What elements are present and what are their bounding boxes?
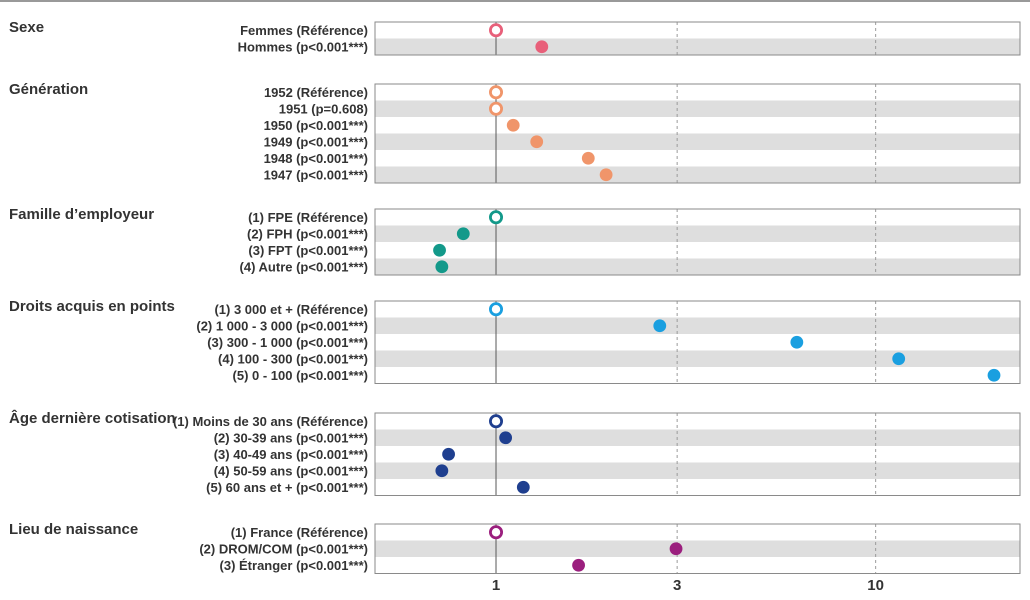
row-label: (2) DROM/COM (p<0.001***) — [199, 541, 368, 556]
data-point — [435, 464, 449, 478]
row-label: (1) Moins de 30 ans (Référence) — [173, 414, 368, 429]
data-point — [516, 480, 530, 494]
x-tick-label: 3 — [673, 577, 681, 594]
data-point — [892, 352, 906, 366]
reference-point — [489, 302, 504, 317]
row-band — [375, 540, 1020, 557]
row-label: 1947 (p<0.001***) — [264, 167, 368, 182]
row-band — [375, 225, 1020, 242]
group-title: Génération — [9, 81, 88, 98]
row-label: (1) France (Référence) — [231, 525, 368, 540]
row-label: (5) 60 ans et + (p<0.001***) — [206, 480, 368, 495]
row-label: 1950 (p<0.001***) — [264, 118, 368, 133]
row-label: (1) 3 000 et + (Référence) — [214, 302, 368, 317]
data-point — [442, 447, 455, 461]
row-label: (2) 30-39 ans (p<0.001***) — [214, 430, 368, 445]
data-point — [653, 319, 667, 333]
row-label: 1952 (Référence) — [264, 85, 368, 100]
row-label: Femmes (Référence) — [240, 23, 368, 38]
row-label: (4) 50-59 ans (p<0.001***) — [214, 463, 368, 478]
row-band — [375, 100, 1020, 117]
data-point — [499, 431, 513, 445]
row-labels: Sexe Femmes (Référence)Hommes (p<0.001***… — [9, 19, 368, 573]
data-point — [599, 168, 613, 182]
row-band — [375, 350, 1020, 367]
row-label: 1951 (p=0.608) — [279, 101, 368, 116]
data-point — [581, 151, 595, 165]
row-label: Hommes (p<0.001***) — [238, 39, 368, 54]
row-label: (4) Autre (p<0.001***) — [240, 259, 368, 274]
data-point — [506, 118, 520, 132]
data-points — [433, 23, 1001, 572]
group-title: Sexe — [9, 19, 44, 36]
row-bands — [375, 38, 1020, 557]
row-band — [375, 317, 1020, 334]
panel-frame — [374, 208, 1021, 276]
row-label: 1948 (p<0.001***) — [264, 151, 368, 166]
data-point — [572, 558, 585, 572]
row-band — [375, 38, 1020, 55]
panel-frame — [374, 83, 1021, 184]
panel-frame — [374, 21, 1021, 56]
row-label: (1) FPE (Référence) — [248, 210, 368, 225]
data-point — [530, 135, 544, 149]
row-band — [375, 166, 1020, 183]
data-point — [456, 227, 470, 241]
row-band — [375, 429, 1020, 446]
x-tick-label: 1 — [492, 577, 500, 594]
panel-frame — [374, 300, 1021, 384]
row-band — [375, 462, 1020, 479]
data-point — [790, 335, 804, 349]
row-label: (3) 300 - 1 000 (p<0.001***) — [207, 335, 368, 350]
row-label: 1949 (p<0.001***) — [264, 134, 368, 149]
x-tick-label: 10 — [867, 577, 884, 594]
group-title: Lieu de naissance — [9, 521, 138, 538]
reference-point — [489, 414, 504, 429]
reference-point — [489, 210, 504, 225]
panel-frames — [374, 21, 1021, 574]
group-title: Droits acquis en points — [9, 298, 175, 315]
reference-point — [489, 85, 504, 100]
reference-point — [489, 525, 504, 540]
x-axis-ticks: 1 3 10 — [492, 577, 884, 594]
reference-point — [489, 23, 504, 38]
row-label: (2) FPH (p<0.001***) — [247, 226, 368, 241]
panel-frame — [374, 412, 1021, 496]
row-label: (2) 1 000 - 3 000 (p<0.001***) — [196, 318, 368, 333]
row-label: (3) 40-49 ans (p<0.001***) — [214, 447, 368, 462]
row-label: (4) 100 - 300 (p<0.001***) — [218, 351, 368, 366]
data-point — [433, 243, 446, 257]
panel-frame — [374, 523, 1021, 574]
data-point — [535, 40, 549, 54]
row-band — [375, 133, 1020, 150]
group-title: Famille d’employeur — [9, 206, 154, 223]
row-label: (5) 0 - 100 (p<0.001***) — [233, 368, 368, 383]
reference-point — [489, 101, 504, 116]
data-point — [987, 368, 1001, 382]
data-point — [435, 260, 449, 274]
group-title: Âge dernière cotisation — [9, 409, 176, 427]
row-band — [375, 258, 1020, 275]
row-label: (3) FPT (p<0.001***) — [248, 243, 368, 258]
data-point — [669, 542, 683, 556]
row-label: (3) Étranger (p<0.001***) — [220, 558, 368, 573]
